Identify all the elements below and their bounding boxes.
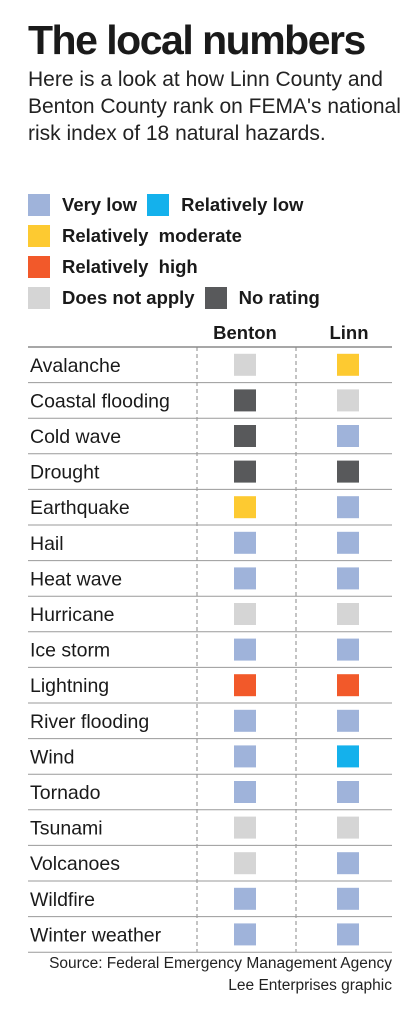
rating-cell-benton <box>234 923 256 946</box>
legend-label-does-not-apply: Does not apply <box>62 287 195 308</box>
rating-cell-benton <box>234 460 256 483</box>
rating-cell-linn <box>337 781 359 803</box>
legend-swatch-does-not-apply <box>28 287 50 309</box>
hazard-label: Winter weather <box>30 924 162 946</box>
rating-cell-linn <box>337 887 359 910</box>
rating-cell-linn <box>337 923 359 946</box>
rating-cell-linn <box>337 353 359 376</box>
hazard-label: Earthquake <box>30 497 130 519</box>
rating-cell-benton <box>234 603 256 625</box>
rating-cell-benton <box>234 638 256 661</box>
rating-cell-linn <box>337 567 359 590</box>
legend-item-does-not-apply: Does not apply <box>28 287 195 309</box>
rating-cell-linn <box>337 496 359 519</box>
legend-swatch-relatively-low <box>147 194 170 216</box>
hazard-label: Hurricane <box>30 604 115 626</box>
legend-row-1: Very low Relatively low <box>28 193 313 217</box>
source-note: Source: Federal Emergency Management Age… <box>49 953 392 997</box>
hazard-label: Avalanche <box>30 355 121 377</box>
rating-cell-benton <box>234 781 256 803</box>
legend-label-relatively-high: Relatively high <box>62 256 198 277</box>
rating-cell-linn <box>337 389 359 412</box>
hazard-label: Lightning <box>30 675 109 697</box>
rating-cell-benton <box>234 674 256 697</box>
rating-cell-benton <box>234 567 256 590</box>
rating-cell-benton <box>234 852 256 875</box>
source-line: Source: Federal Emergency Management Age… <box>49 955 392 972</box>
credit-line: Lee Enterprises graphic <box>228 977 392 994</box>
rating-cell-linn <box>337 674 359 697</box>
hazard-label: Tsunami <box>30 818 103 840</box>
rating-cell-linn <box>337 425 359 447</box>
legend-swatch-very-low <box>28 194 50 216</box>
legend-row-2: Relatively moderate <box>28 224 252 248</box>
legend-label-no-rating: No rating <box>238 287 320 308</box>
hazard-label: River flooding <box>30 711 149 733</box>
rating-cell-benton <box>234 709 256 732</box>
legend-row-3: Relatively high <box>28 255 208 279</box>
legend-label-very-low: Very low <box>62 194 138 215</box>
hazard-label: Drought <box>30 462 100 484</box>
legend-label-relatively-moderate: Relatively moderate <box>62 225 242 246</box>
legend-label-relatively-low: Relatively low <box>181 194 304 215</box>
rating-cell-benton <box>234 389 256 412</box>
rating-cell-linn <box>337 638 359 661</box>
rating-cell-linn <box>337 531 359 554</box>
hazard-label: Cold wave <box>30 426 121 448</box>
column-header-benton: Benton <box>213 322 277 343</box>
legend-swatch-relatively-high <box>28 256 50 278</box>
rating-cell-benton <box>234 887 256 910</box>
page-title: The local numbers <box>28 17 366 63</box>
legend-swatch-relatively-moderate <box>28 225 50 247</box>
hazard-label: Ice storm <box>30 640 110 662</box>
hazard-label: Coastal flooding <box>30 390 170 412</box>
legend-item-relatively-high: Relatively high <box>28 256 198 278</box>
subtitle: Here is a look at how Linn County and Be… <box>28 68 401 145</box>
hazard-label: Volcanoes <box>30 853 120 875</box>
rating-cell-benton <box>234 816 256 839</box>
column-header-linn: Linn <box>329 322 369 343</box>
legend-item-very-low: Very low <box>28 194 137 216</box>
legend-row-4: Does not apply No rating <box>28 286 330 310</box>
legend-item-relatively-moderate: Relatively moderate <box>28 225 242 247</box>
rating-cell-linn <box>337 745 359 768</box>
hazard-label: Wildfire <box>30 889 95 911</box>
rating-cell-benton <box>234 353 256 376</box>
hazard-label: Tornado <box>30 782 101 804</box>
hazard-label: Heat wave <box>30 568 122 590</box>
rating-cell-benton <box>234 531 256 554</box>
legend-item-relatively-low: Relatively low <box>147 194 303 216</box>
hazard-label: Hail <box>30 533 64 555</box>
rating-cell-linn <box>337 816 359 839</box>
legend-item-no-rating: No rating <box>204 287 320 309</box>
hazard-label: Wind <box>30 746 74 768</box>
rating-cell-linn <box>337 709 359 732</box>
rating-cell-benton <box>234 496 256 519</box>
rating-cell-linn <box>337 460 359 483</box>
legend-swatch-no-rating <box>204 287 227 309</box>
rating-cell-benton <box>234 425 256 447</box>
rating-cell-linn <box>337 603 359 625</box>
rating-cell-benton <box>234 745 256 768</box>
rating-cell-linn <box>337 852 359 875</box>
